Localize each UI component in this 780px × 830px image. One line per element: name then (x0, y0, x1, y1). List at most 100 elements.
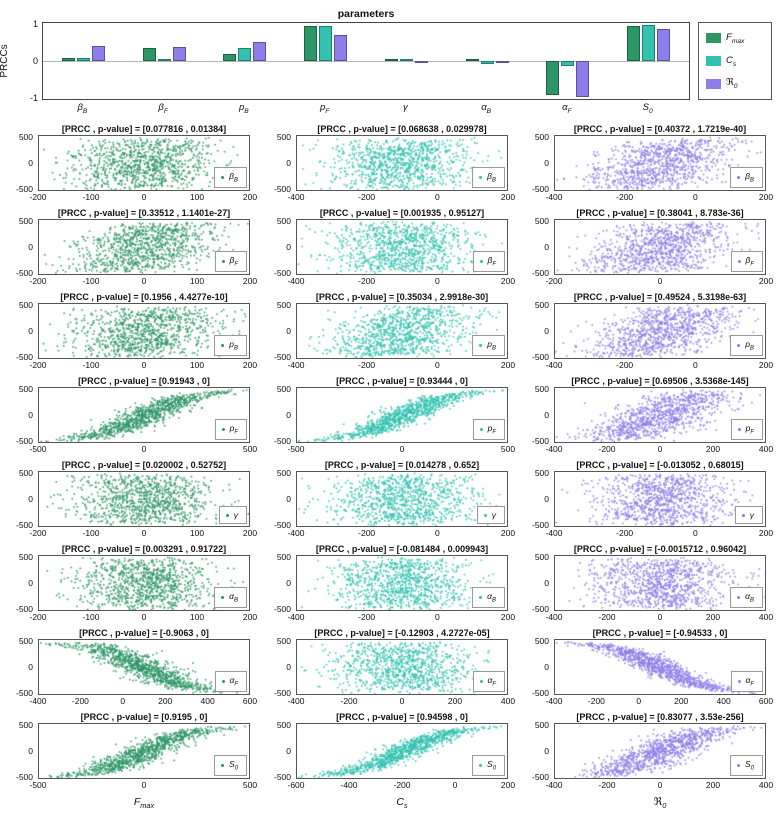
y-tick-label: 500 (18, 384, 33, 395)
scatter-canvas (39, 640, 249, 694)
bar-chart-x-ticks: βB βF pB pF γ αB αF S0 (42, 100, 690, 115)
scatter-legend: αB (214, 587, 247, 608)
legend-color-swatch (706, 33, 721, 44)
y-tick-label: -500 (273, 687, 291, 698)
legend-marker-dot (221, 344, 225, 348)
legend-label: pB (487, 339, 496, 352)
legend-label: pB (229, 339, 238, 352)
x-tick-label: 200 (500, 528, 516, 538)
x-tick-label: 0 (657, 780, 663, 790)
scatter-legend: αF (214, 671, 247, 692)
scatter-canvas (39, 220, 249, 274)
scatter-legend: βF (472, 251, 505, 272)
legend-marker-dot (221, 176, 225, 180)
x-axis-ticks: -500 0 500 (29, 779, 257, 790)
scatter-title: [PRCC , p-value] = [0.35034 , 2.9918e-30… (315, 292, 489, 302)
scatter-cell: [PRCC , p-value] = [0.40372 , 1.7219e-40… (524, 123, 773, 202)
scatter-plot-area: pF (38, 387, 250, 443)
y-tick-label: 0 (286, 578, 291, 588)
legend-label: βF (229, 255, 239, 268)
scatter-grid: [PRCC , p-value] = [0.077816 , 0.01384] … (0, 123, 780, 810)
x-tick-label: -400 (545, 192, 563, 202)
legend-marker-dot (741, 513, 745, 517)
y-axis-ticks: 500 0 -500 (524, 300, 554, 362)
x-axis-ticks: -200 0 200 (545, 275, 773, 286)
scatter-canvas (555, 472, 765, 526)
x-tick-label: 0 (657, 444, 663, 454)
y-tick-label: -500 (531, 519, 549, 530)
y-axis-ticks: 500 0 -500 (266, 384, 296, 446)
x-tick-label: 200 (705, 444, 721, 454)
legend-marker-dot (221, 764, 225, 768)
x-tick-label: 400 (716, 696, 731, 706)
y-axis-ticks: 500 0 -500 (524, 636, 554, 698)
y-tick-label: -500 (15, 603, 33, 614)
x-axis-ticks: -400 -200 0 200 400 (545, 611, 773, 622)
scatter-title: [PRCC , p-value] = [-0.94533 , 0] (592, 628, 728, 638)
x-tick-label: 200 (242, 360, 258, 370)
scatter-title: [PRCC , p-value] = [-0.12903 , 4.2727e-0… (314, 628, 490, 638)
x-tick-label: -100 (82, 192, 100, 202)
scatter-title: [PRCC , p-value] = [0.020002 , 0.52752] (61, 460, 227, 470)
x-axis-ticks: -400 -200 0 200 (287, 527, 515, 538)
legend-label: γ (491, 510, 496, 520)
scatter-canvas (297, 640, 507, 694)
x-tick-label: -100 (82, 612, 100, 622)
x-axis-ticks: -400 -200 0 200 (287, 359, 515, 370)
scatter-plot-area: βB (554, 135, 766, 191)
bar-segment (76, 58, 90, 61)
x-tick-label: -400 (340, 780, 358, 790)
x-tick-label: 500 (242, 780, 258, 790)
legend-label: γ (749, 510, 754, 520)
y-tick-label: 500 (534, 552, 549, 563)
y-axis-ticks: 500 0 -500 (524, 132, 554, 194)
scatter-title: [PRCC , p-value] = [0.94598 , 0] (336, 712, 468, 722)
bar-segment (480, 61, 494, 65)
scatter-plot-area: βF (554, 219, 766, 275)
scatter-plot-area: αF (38, 639, 250, 695)
legend-label: βF (745, 255, 755, 268)
legend-marker-dot (737, 596, 741, 600)
legend-label: βB (487, 171, 496, 184)
y-tick-label: 0 (28, 410, 33, 420)
y-tick-label: 500 (276, 216, 291, 227)
legend-marker-dot (737, 344, 741, 348)
scatter-title: [PRCC , p-value] = [0.93444 , 0] (336, 376, 468, 386)
y-tick-label: -500 (15, 519, 33, 530)
bar-segment (414, 61, 428, 63)
x-tick-label: 400 (500, 696, 516, 706)
scatter-plot-area: γ (38, 471, 250, 527)
y-axis-ticks: 500 0 -500 (8, 468, 38, 530)
scatter-title: [PRCC , p-value] = [0.068638 , 0.029978] (317, 124, 487, 134)
y-tick-label: 500 (276, 384, 291, 395)
scatter-legend: βF (730, 251, 763, 272)
x-axis-ticks: -400 -200 0 200 (545, 191, 773, 202)
x-tick-label: -200 (358, 360, 376, 370)
scatter-cell: [PRCC , p-value] = [0.94598 , 0] 500 0 -50… (266, 711, 515, 790)
y-tick-label: 500 (276, 636, 291, 647)
y-tick-label: 0 (544, 242, 549, 252)
y-axis-ticks: 500 0 -500 (8, 552, 38, 614)
legend-label: αB (229, 591, 238, 604)
x-tick-label: 0 (141, 528, 147, 538)
bar-segment (238, 47, 252, 61)
x-tick-label: 200 (758, 528, 774, 538)
y-tick-label: 500 (534, 384, 549, 395)
legend-label: αF (487, 675, 497, 688)
y-axis-ticks: 500 0 -500 (8, 300, 38, 362)
scatter-plot-area: pB (554, 303, 766, 359)
legend-label: pF (487, 423, 496, 436)
scatter-legend: βF (214, 251, 247, 272)
scatter-title: [PRCC , p-value] = [-0.081484 , 0.009943… (315, 544, 489, 554)
bar-segment (223, 53, 237, 61)
y-axis-ticks: 500 0 -500 (266, 468, 296, 530)
x-tick-label: 100 (189, 360, 205, 370)
scatter-canvas (555, 640, 765, 694)
bar-chart-section: parameters PRCCs 1 0 -1 Fmax Cs ℜ0 βB βF pB p… (0, 8, 780, 115)
scatter-title: [PRCC , p-value] = [0.38041 , 8.783e-36] (576, 208, 744, 218)
scatter-plot-area: S0 (38, 723, 250, 779)
x-tick-label: -200 (71, 696, 89, 706)
scatter-canvas (555, 388, 765, 442)
scatter-legend: αB (472, 587, 505, 608)
scatter-legend: pB (730, 335, 763, 356)
